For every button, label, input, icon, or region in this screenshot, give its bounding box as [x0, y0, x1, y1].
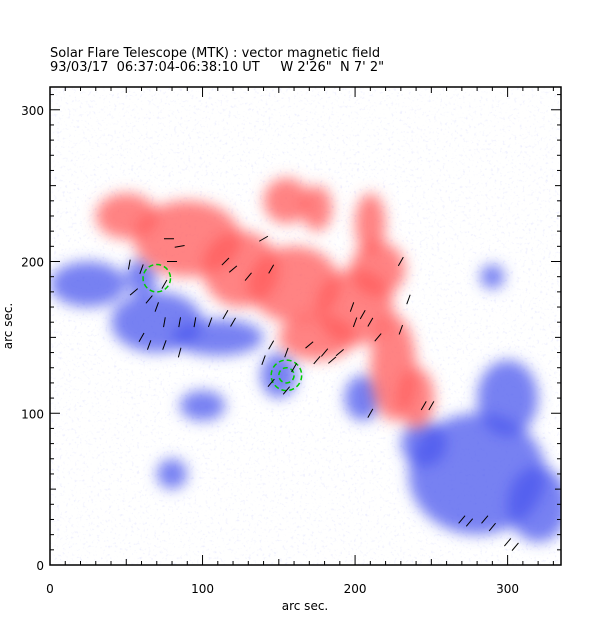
transverse-field-vector: [174, 244, 185, 248]
y-tick-label: 0: [36, 559, 44, 573]
transverse-field-vector: [349, 302, 355, 312]
transverse-field-vector: [367, 317, 374, 327]
transverse-field-vector: [458, 515, 466, 524]
field-contour: [270, 359, 303, 392]
transverse-field-vector: [267, 378, 275, 388]
transverse-field-vector: [129, 288, 139, 296]
transverse-field-vector: [320, 348, 329, 357]
x-tick-label: 0: [46, 582, 54, 596]
transverse-field-vector: [258, 235, 269, 242]
transverse-field-vector: [420, 401, 427, 411]
transverse-field-vector: [504, 538, 512, 547]
transverse-field-vector: [465, 518, 474, 527]
transverse-field-vector: [291, 363, 297, 373]
transverse-field-vector: [428, 401, 435, 411]
transverse-field-vector: [221, 257, 230, 266]
chart-title: Solar Flare Telescope (MTK) : vector mag…: [50, 46, 381, 61]
transverse-field-vector: [335, 348, 344, 357]
x-tick-label: 100: [191, 582, 214, 596]
positive-polarity-region: [263, 178, 310, 224]
negative-polarity-region: [400, 420, 447, 467]
positive-polarity-region: [248, 246, 340, 323]
transverse-field-vector: [268, 264, 275, 274]
transverse-field-vector: [178, 317, 182, 328]
transverse-field-vector: [268, 340, 275, 350]
transverse-field-vector: [367, 408, 374, 418]
negative-polarity-region: [179, 390, 226, 421]
transverse-field-vector: [406, 294, 411, 305]
positive-polarity-region: [355, 193, 386, 254]
transverse-field-vector: [161, 279, 168, 289]
negative-polarity-region: [156, 458, 188, 490]
transverse-field-vector: [177, 347, 182, 358]
negative-polarity-region: [477, 360, 539, 437]
transverse-field-vector: [145, 295, 153, 304]
negative-polarity-region: [507, 466, 561, 543]
transverse-field-vector: [138, 332, 145, 342]
transverse-field-vector: [261, 355, 266, 366]
transverse-field-vector: [230, 317, 236, 327]
x-axis-label: arc sec.: [282, 599, 328, 613]
plot-frame: [49, 86, 562, 566]
transverse-field-vector: [397, 256, 404, 267]
transverse-field-vector: [127, 259, 131, 270]
transverse-field-vector: [511, 542, 519, 551]
negative-polarity-region: [172, 319, 264, 356]
transverse-field-vector: [146, 340, 152, 350]
negative-polarity-region: [50, 261, 127, 308]
field-contour: [278, 366, 295, 384]
y-tick-label: 200: [21, 256, 44, 270]
chart-subtitle: 93/03/17 06:37:04-06:38:10 UT W 2'26" N …: [50, 60, 385, 75]
transverse-field-vector: [139, 264, 144, 274]
transverse-field-vector: [488, 522, 496, 532]
transverse-field-vector: [328, 356, 337, 364]
transverse-field-vector: [207, 317, 213, 328]
transverse-field-vector: [284, 347, 289, 358]
field-contour: [142, 263, 172, 293]
transverse-field-vector: [193, 317, 197, 328]
transverse-field-vector: [154, 302, 159, 312]
transverse-field-vector: [163, 317, 166, 328]
transverse-field-vector: [481, 515, 489, 524]
y-tick-label: 100: [21, 407, 44, 421]
transverse-field-vector: [228, 265, 238, 273]
positive-polarity-region: [350, 241, 406, 297]
transverse-field-vector: [162, 340, 167, 350]
transverse-field-vector: [222, 310, 229, 320]
transverse-field-vector: [282, 386, 291, 395]
x-tick-label: 300: [496, 582, 519, 596]
transverse-field-vector: [313, 355, 321, 365]
x-tick-label: 200: [344, 582, 367, 596]
y-tick-label: 300: [21, 104, 44, 118]
positive-polarity-region: [301, 185, 333, 232]
transverse-field-vector: [359, 310, 366, 320]
negative-polarity-region: [260, 352, 298, 399]
negative-polarity-region: [480, 264, 505, 289]
transverse-field-vector: [352, 317, 358, 328]
transverse-field-vector: [244, 272, 252, 281]
transverse-field-vector: [398, 324, 404, 335]
transverse-field-vector: [374, 333, 382, 342]
y-axis-label: arc sec.: [1, 303, 15, 349]
transverse-field-vector: [305, 341, 314, 349]
positive-polarity-region: [278, 314, 356, 361]
negative-polarity-region: [126, 258, 157, 295]
positive-polarity-region: [397, 367, 435, 429]
